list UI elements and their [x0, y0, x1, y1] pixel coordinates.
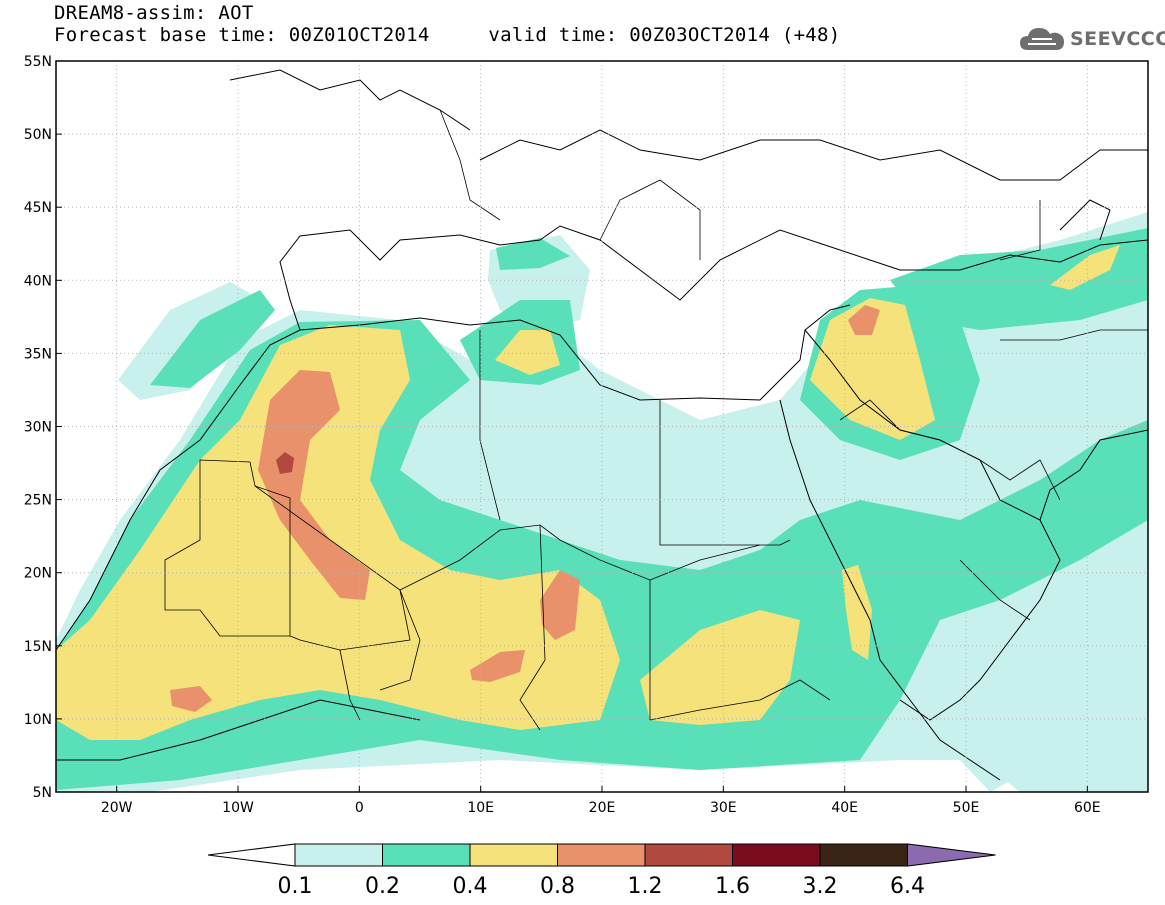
lon-tick-label: 20E [589, 800, 616, 816]
lat-tick-label: 25N [24, 493, 52, 509]
aot-shade-0p8-niger [470, 650, 525, 682]
aot-shade-0p8-chad [540, 570, 580, 640]
aot-shade-0p1-east [960, 690, 1030, 792]
aot-shade-0p8 [258, 370, 370, 600]
lat-tick-label: 35N [24, 346, 52, 362]
colorbar-over-triangle [907, 843, 996, 867]
lon-tick-label: 10W [222, 800, 254, 816]
aot-shade-0p2-caspian [890, 228, 1148, 330]
aot-shade-0p4-sudan [640, 610, 800, 725]
aot-shade-0p4-tunis [495, 330, 560, 375]
lon-tick-label: 0 [355, 800, 364, 816]
colorbar-segment [557, 843, 646, 867]
colorbar-segment [294, 843, 383, 867]
lat-tick-label: 15N [24, 639, 52, 655]
lon-tick-label: 60E [1074, 800, 1101, 816]
lon-tick-label: 30E [710, 800, 737, 816]
lon-tick-label: 10E [467, 800, 494, 816]
lon-axis: 20W 10W 0 10E 20E 30E 40E 50E 60E [101, 786, 1101, 816]
colorbar-segment [469, 843, 558, 867]
colorbar-segment [732, 843, 821, 867]
colorbar-segment [819, 843, 908, 867]
colorbar-level-label: 1.6 [715, 874, 750, 899]
aot-field [56, 61, 1148, 792]
lat-tick-label: 20N [24, 566, 52, 582]
valid-time-label: valid time: 00Z03OCT2014 (+48) [488, 24, 841, 46]
aot-shade-0p2-italy [496, 238, 570, 270]
lat-tick-label: 5N [33, 785, 52, 801]
colorbar-level-label: 6.4 [890, 874, 925, 899]
lat-tick-label: 45N [24, 200, 52, 216]
aot-shade-0p8-senegal [170, 686, 212, 712]
seevccc-logo: SEEVCCC [1018, 22, 1165, 56]
lat-tick-label: 40N [24, 273, 52, 289]
lat-tick-label: 50N [24, 127, 52, 143]
cloud-icon [1020, 28, 1064, 50]
lat-tick-label: 30N [24, 420, 52, 436]
aot-shade-0p4-central [1050, 245, 1120, 290]
colorbar-level-label: 0.4 [453, 874, 488, 899]
logo-text: SEEVCCC [1070, 28, 1165, 50]
colorbar-level-label: 1.2 [628, 874, 663, 899]
aot-shade-0p8-syria [848, 305, 880, 335]
colorbar-level-label: 0.2 [365, 874, 400, 899]
aot-shade-1p2 [276, 452, 294, 474]
lon-tick-label: 20W [101, 800, 133, 816]
lat-axis: 5N 10N 15N 20N 25N 30N 35N 40N 45N 50N 55N [24, 54, 62, 801]
colorbar-under-triangle [207, 843, 296, 867]
lon-tick-label: 40E [831, 800, 858, 816]
lon-tick-label: 50E [953, 800, 980, 816]
aot-shade-0p4-iraq [810, 298, 935, 440]
country-borders [164, 109, 1148, 731]
lat-tick-label: 55N [24, 54, 52, 70]
coastlines [56, 69, 1148, 781]
map-title: DREAM8-assim: AOT Forecast base time: 00… [54, 2, 841, 46]
title-line: DREAM8-assim: AOT [54, 2, 254, 24]
aot-colorbar: 0.1 0.2 0.4 0.8 1.2 1.6 3.2 6.4 [207, 843, 996, 899]
colorbar-level-label: 0.1 [278, 874, 313, 899]
colorbar-level-label: 3.2 [803, 874, 838, 899]
aot-shade-0p4-redsea [842, 565, 872, 660]
colorbar-segment [644, 843, 733, 867]
aot-shade-0p4 [56, 325, 620, 740]
colorbar-level-label: 0.8 [540, 874, 575, 899]
lat-tick-label: 10N [24, 712, 52, 728]
aot-shade-0p2-portugal [150, 290, 275, 388]
base-time-label: Forecast base time: 00Z01OCT2014 [54, 24, 430, 46]
colorbar-segment [382, 843, 471, 867]
